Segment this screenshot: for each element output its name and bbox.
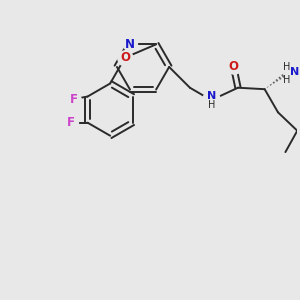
Text: N: N	[125, 38, 135, 51]
Text: H: H	[283, 62, 291, 72]
Text: O: O	[120, 51, 130, 64]
Text: F: F	[70, 93, 78, 106]
Text: H: H	[283, 75, 291, 85]
Text: N: N	[290, 67, 299, 77]
Text: F: F	[67, 116, 75, 129]
Text: N: N	[207, 91, 216, 101]
Text: H: H	[208, 100, 215, 110]
Text: O: O	[229, 60, 238, 73]
